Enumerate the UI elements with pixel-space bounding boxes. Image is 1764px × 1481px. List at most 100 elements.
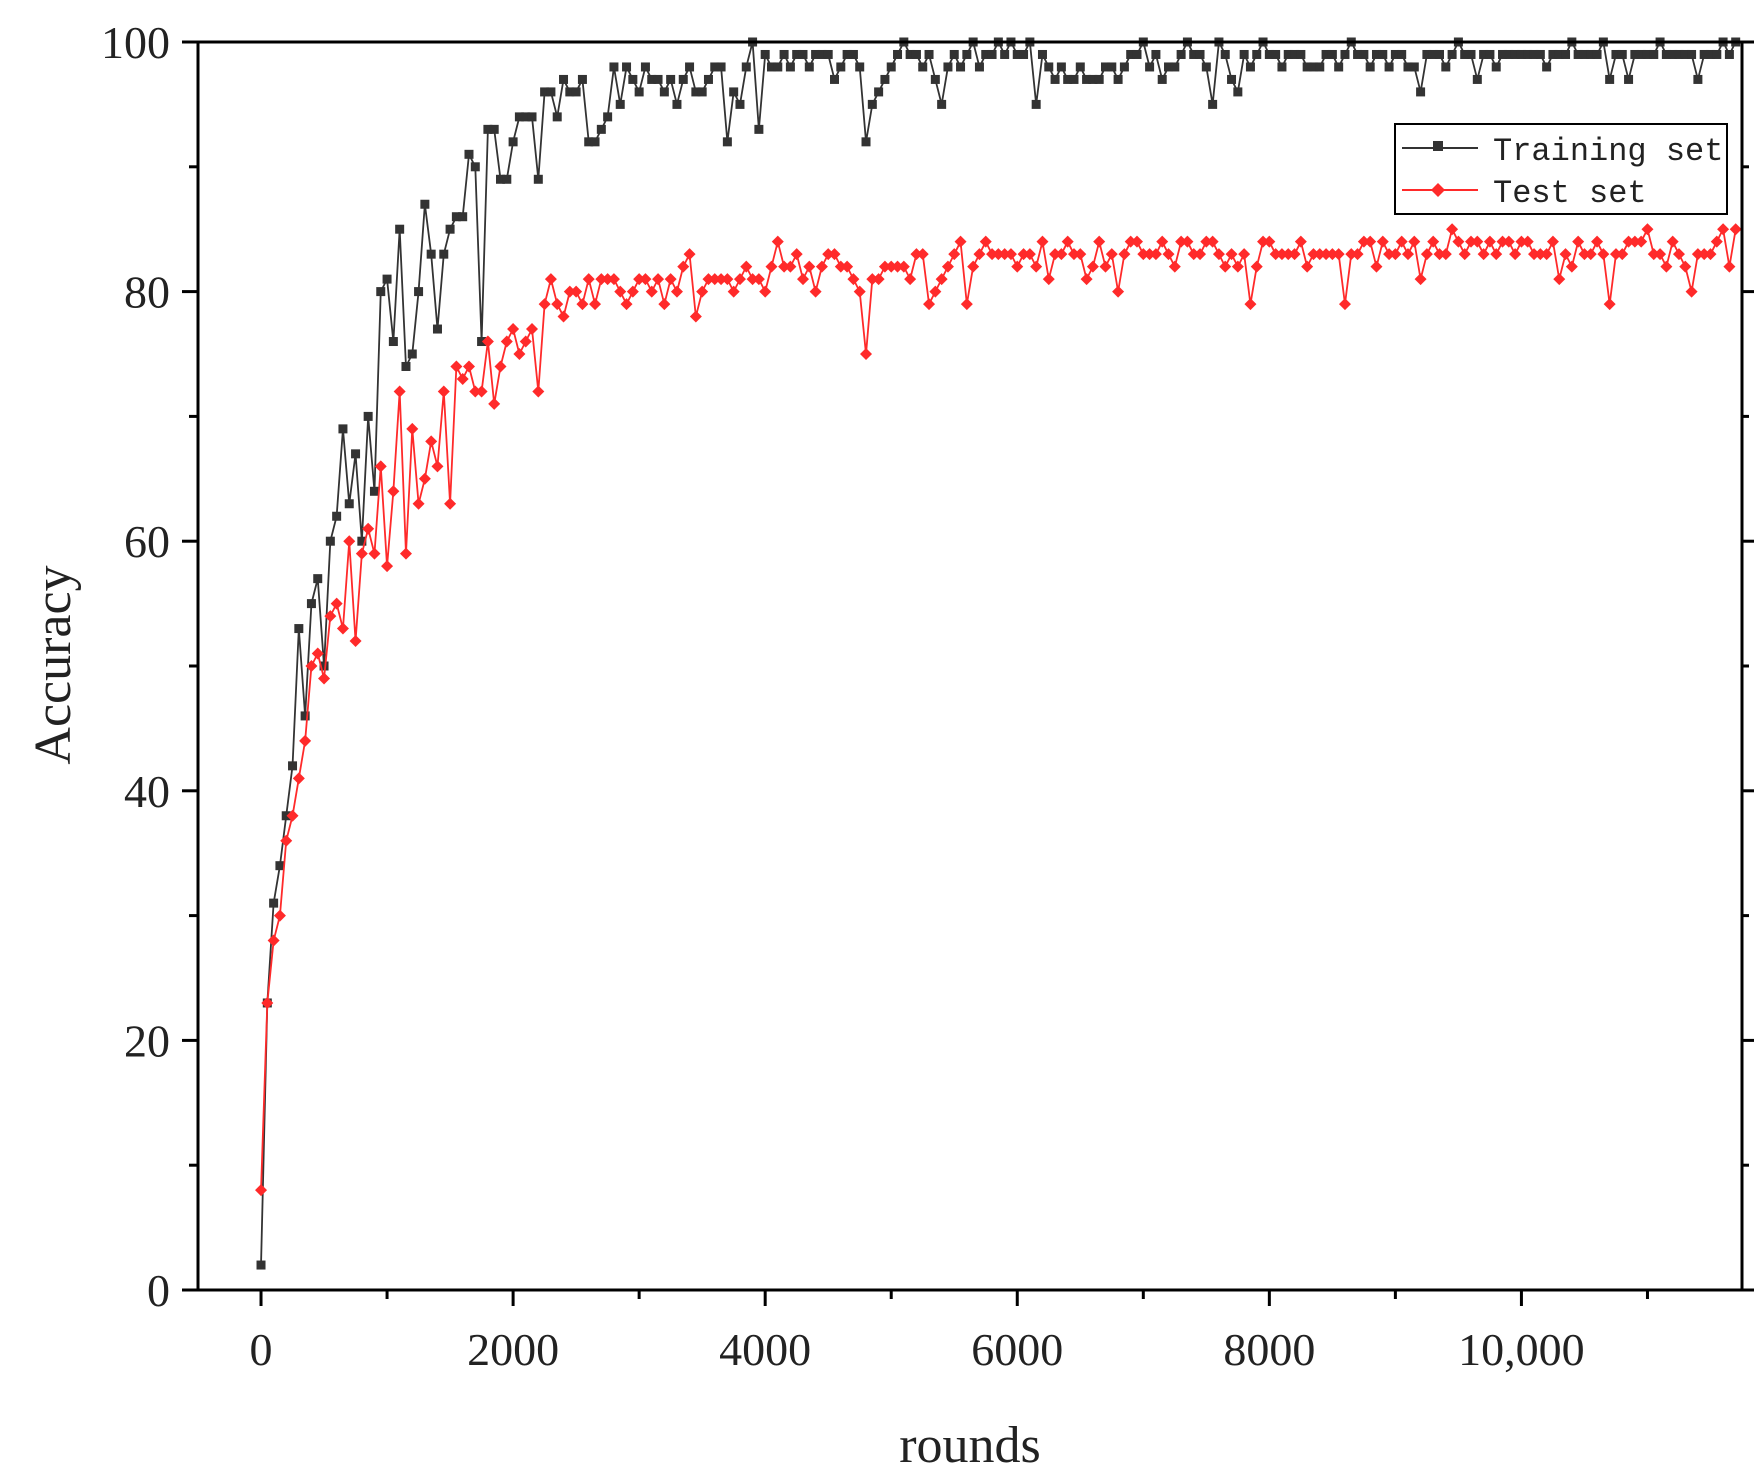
series-point-0-203: [1535, 49, 1545, 59]
series-point-1-184: [1414, 273, 1427, 286]
series-point-0-108: [937, 99, 947, 109]
series-point-0-10: [319, 661, 329, 671]
series-point-0-55: [603, 112, 613, 122]
series-point-0-30: [445, 224, 455, 234]
series-point-1-75: [727, 285, 740, 298]
series-point-1-45: [538, 298, 551, 311]
series-point-0-58: [622, 62, 632, 72]
series-point-1-182: [1401, 248, 1414, 261]
series-point-0-209: [1573, 49, 1583, 59]
series-point-0-85: [792, 49, 802, 59]
series-point-1-25: [412, 497, 425, 510]
legend-box: [1394, 123, 1728, 215]
series-point-0-63: [653, 74, 663, 84]
series-point-1-103: [904, 273, 917, 286]
series-point-0-182: [1403, 62, 1413, 72]
series-point-1-6: [292, 772, 305, 785]
series-point-1-3: [273, 909, 286, 922]
series-point-0-93: [842, 49, 852, 59]
series-point-1-107: [929, 285, 942, 298]
series-point-1-111: [954, 235, 967, 248]
series-point-0-104: [911, 49, 921, 59]
series-point-0-76: [735, 99, 745, 109]
series-point-0-130: [1075, 62, 1085, 72]
series-point-0-96: [861, 137, 871, 147]
series-point-0-14: [344, 499, 354, 509]
series-point-1-188: [1439, 248, 1452, 261]
series-point-0-47: [552, 112, 562, 122]
series-point-0-88: [811, 49, 821, 59]
series-point-0-229: [1699, 49, 1709, 59]
series-point-0-100: [886, 62, 896, 72]
series-point-1-229: [1698, 248, 1711, 261]
series-point-0-163: [1283, 49, 1293, 59]
series-point-1-28: [431, 460, 444, 473]
series-point-0-131: [1082, 74, 1092, 84]
series-point-0-124: [1037, 49, 1047, 59]
series-point-0-196: [1491, 62, 1501, 72]
series-point-1-164: [1288, 248, 1301, 261]
series-point-0-98: [874, 87, 884, 97]
series-point-1-114: [973, 248, 986, 261]
series-point-0-23: [401, 361, 411, 371]
series-point-0-219: [1636, 49, 1646, 59]
series-point-1-57: [614, 285, 627, 298]
series-point-1-214: [1603, 298, 1616, 311]
series-point-1-170: [1326, 248, 1339, 261]
series-point-1-40: [507, 323, 520, 336]
series-point-1-226: [1679, 260, 1692, 273]
y-tick-label-0: 0: [147, 1265, 170, 1316]
legend-training-marker: [1433, 141, 1443, 151]
series-point-0-109: [943, 62, 953, 72]
series-point-1-56: [607, 273, 620, 286]
series-point-1-234: [1729, 223, 1742, 236]
series-point-1-83: [778, 260, 791, 273]
series-point-1-37: [488, 397, 501, 410]
series-point-0-228: [1693, 74, 1703, 84]
series-point-1-69: [689, 310, 702, 323]
series-point-0-35: [477, 337, 487, 347]
series-point-0-42: [521, 112, 531, 122]
series-point-0-12: [332, 511, 342, 521]
series-point-1-93: [841, 260, 854, 273]
series-point-0-224: [1668, 49, 1678, 59]
series-point-1-67: [677, 260, 690, 273]
series-point-1-26: [418, 472, 431, 485]
series-point-0-187: [1435, 49, 1445, 59]
series-point-1-130: [1074, 248, 1087, 261]
series-point-0-179: [1384, 62, 1394, 72]
series-point-0-27: [426, 249, 436, 259]
series-point-0-7: [300, 711, 310, 721]
series-point-1-210: [1578, 248, 1591, 261]
series-point-0-71: [703, 74, 713, 84]
series-point-0-181: [1397, 49, 1407, 59]
series-point-1-166: [1301, 260, 1314, 273]
series-point-1-100: [885, 260, 898, 273]
series-point-1-211: [1584, 248, 1597, 261]
series-point-1-20: [381, 560, 394, 573]
series-point-1-23: [399, 547, 412, 560]
series-point-1-63: [652, 273, 665, 286]
series-point-0-68: [685, 62, 695, 72]
series-point-0-101: [893, 49, 903, 59]
series-point-1-92: [834, 260, 847, 273]
series-point-1-86: [796, 273, 809, 286]
series-point-1-161: [1269, 248, 1282, 261]
series-point-1-155: [1231, 260, 1244, 273]
series-point-0-115: [981, 49, 991, 59]
series-point-0-123: [1031, 99, 1041, 109]
series-point-0-194: [1479, 49, 1489, 59]
series-point-1-33: [462, 360, 475, 373]
series-point-0-28: [432, 324, 442, 334]
series-point-0-34: [470, 162, 480, 172]
series-point-1-125: [1042, 273, 1055, 286]
series-point-0-64: [659, 87, 669, 97]
series-point-1-116: [986, 248, 999, 261]
x-axis-title: rounds: [899, 1417, 1041, 1474]
series-point-1-201: [1521, 235, 1534, 248]
series-point-0-188: [1441, 62, 1451, 72]
series-point-0-3: [275, 861, 285, 871]
series-point-1-174: [1351, 248, 1364, 261]
series-point-0-13: [338, 424, 348, 434]
series-point-1-109: [941, 260, 954, 273]
